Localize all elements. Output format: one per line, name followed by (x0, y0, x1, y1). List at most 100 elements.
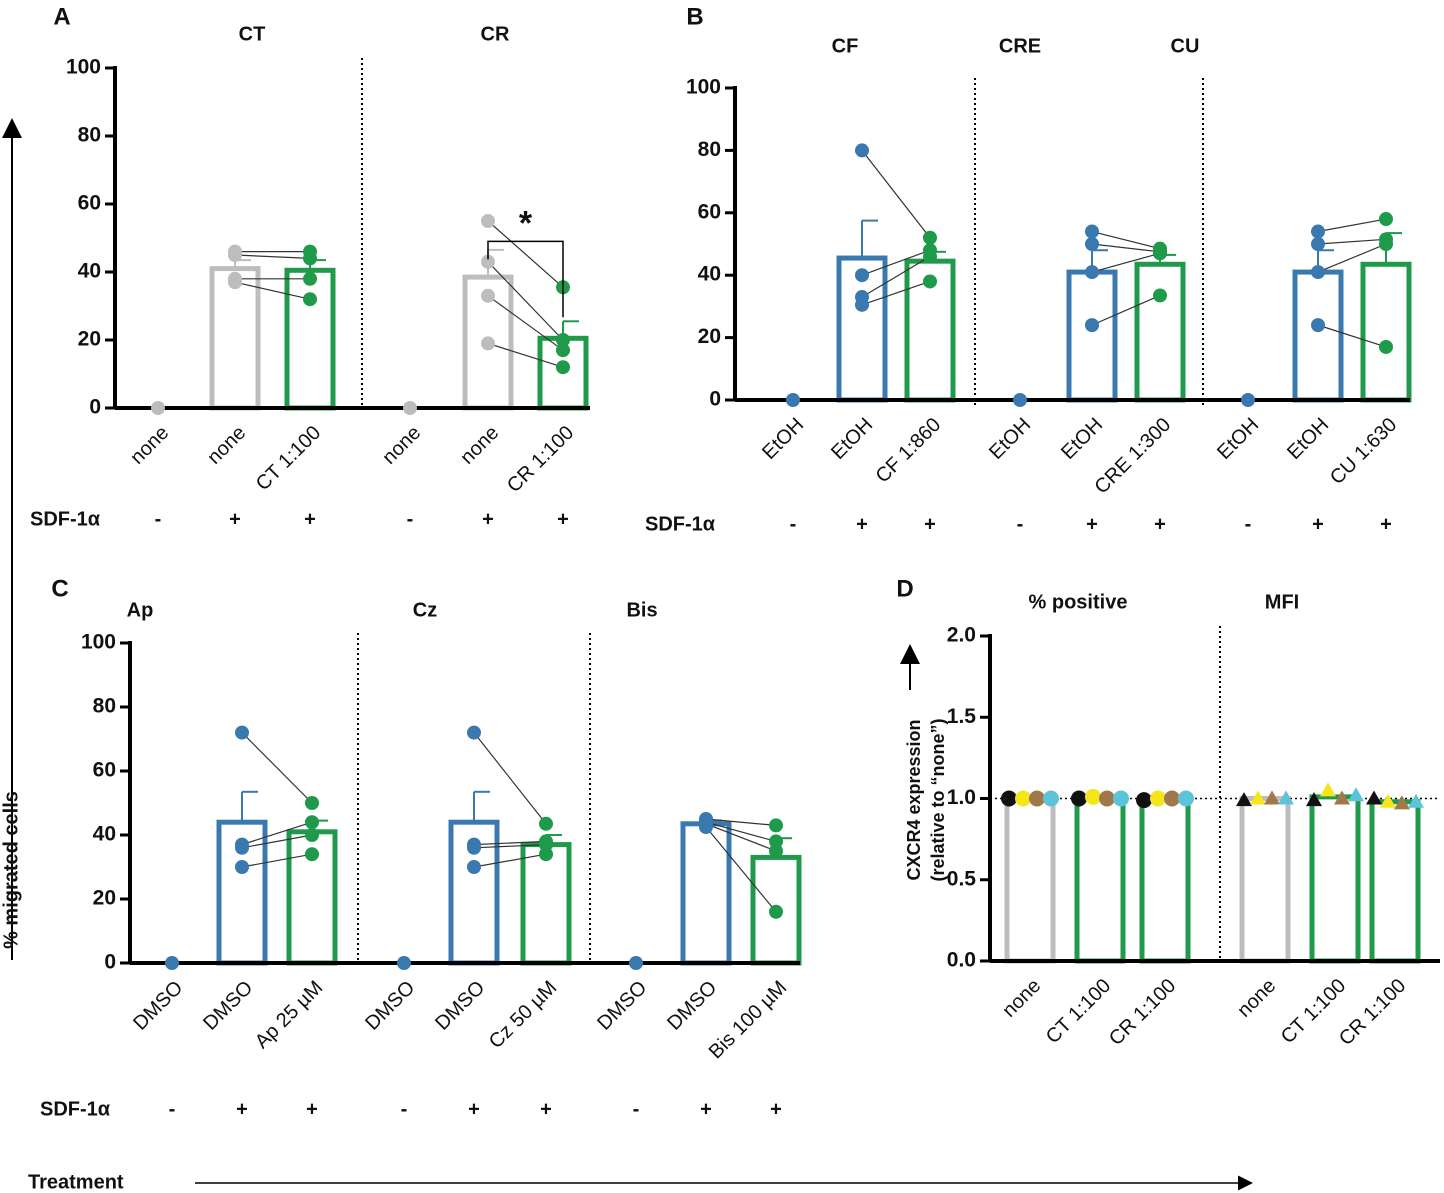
y-tick-label: 60 (698, 200, 721, 223)
pair-line (1317, 218, 1387, 233)
point (481, 288, 495, 303)
x-tick-label: DMSO (199, 977, 257, 1035)
point (769, 834, 783, 849)
point (235, 725, 249, 740)
pair-line (861, 249, 931, 276)
point (305, 815, 319, 830)
point (1015, 790, 1031, 807)
point (786, 393, 800, 407)
y-axis-label: (relative to “none”) (928, 718, 948, 881)
point (629, 956, 643, 970)
x-tick-label: CR 1:100 (503, 422, 578, 497)
x-axis-label: Treatment (28, 1171, 124, 1193)
point (923, 249, 937, 264)
point (467, 840, 481, 855)
y-axis-label: % migrated cells (0, 791, 22, 949)
point (1029, 790, 1045, 807)
x-tick-label: none (456, 422, 503, 469)
y-tick-label: 40 (78, 260, 101, 283)
x-tick-label: none (126, 422, 173, 469)
group-label: CRE (999, 35, 1041, 57)
sdf-symbol: + (1154, 513, 1166, 535)
point (397, 956, 411, 970)
sdf-symbol: + (1312, 513, 1324, 535)
pair-line (473, 844, 547, 849)
point (1150, 790, 1166, 807)
pair-line (705, 821, 777, 842)
point (855, 268, 869, 283)
significance-text: * (519, 204, 533, 242)
x-tick-label: DMSO (593, 977, 651, 1035)
sdf-symbol: - (1017, 513, 1024, 535)
group-label: CF (832, 35, 859, 57)
point (1306, 792, 1322, 807)
point (467, 725, 481, 740)
point (923, 230, 937, 245)
sdf-symbol: - (407, 508, 414, 530)
point (855, 143, 869, 158)
point (1311, 237, 1325, 251)
pair-line (473, 840, 547, 846)
point (1153, 246, 1167, 261)
point (1380, 793, 1396, 808)
point (923, 274, 937, 289)
bar (1369, 799, 1421, 964)
point (1085, 237, 1099, 251)
sdf-symbol: - (169, 1098, 176, 1120)
y-tick-label: 20 (698, 325, 721, 348)
point (403, 401, 417, 415)
x-tick-label: DMSO (663, 977, 721, 1035)
pair-line (241, 834, 313, 849)
x-tick-label: EtOH (758, 414, 808, 464)
point (1013, 393, 1027, 407)
point (1241, 393, 1255, 407)
point (769, 844, 783, 858)
sdf-symbol: + (482, 508, 494, 530)
x-tick-label: DMSO (431, 977, 489, 1035)
sdf-label: SDF-1α (40, 1098, 111, 1120)
sdf-symbol: + (856, 513, 868, 535)
pair-line (487, 342, 564, 368)
panel-letter: A (53, 3, 70, 30)
point (1394, 795, 1410, 810)
y-tick-label: 100 (66, 56, 101, 79)
y-tick-label: 80 (698, 138, 721, 161)
point (1043, 790, 1059, 807)
panel-letter: C (51, 575, 68, 602)
sdf-symbol: + (306, 1098, 318, 1120)
point (769, 904, 783, 919)
y-tick-label: 0.5 (947, 867, 977, 890)
point (1320, 782, 1336, 797)
point (1178, 790, 1194, 807)
group-label: % positive (1029, 591, 1128, 613)
point (556, 360, 570, 375)
point (1085, 318, 1099, 333)
point (228, 275, 242, 290)
point (556, 343, 570, 358)
x-tick-label: CT 1:100 (1042, 975, 1115, 1048)
point (1408, 793, 1424, 808)
x-tick-label: Cz 50 µM (485, 977, 561, 1053)
y-tick-label: 0 (709, 388, 721, 411)
point (481, 336, 495, 351)
bar (1134, 261, 1186, 403)
y-tick-label: 100 (81, 631, 116, 654)
point (467, 860, 481, 874)
point (1085, 224, 1099, 239)
point (1136, 792, 1152, 809)
pair-line (705, 818, 777, 826)
y-tick-label: 0 (104, 951, 116, 974)
x-tick-label: EtOH (1213, 414, 1263, 464)
sdf-label: SDF-1α (645, 513, 716, 535)
y-tick-label: 60 (93, 759, 116, 782)
x-tick-label: EtOH (1057, 414, 1107, 464)
group-label: Bis (626, 599, 657, 621)
point (855, 297, 869, 312)
point (1379, 212, 1393, 227)
group-label: MFI (1265, 591, 1299, 613)
significance-bracket (487, 240, 564, 318)
bar (520, 842, 572, 966)
pair-line (1317, 238, 1387, 245)
pair-line (473, 732, 547, 825)
